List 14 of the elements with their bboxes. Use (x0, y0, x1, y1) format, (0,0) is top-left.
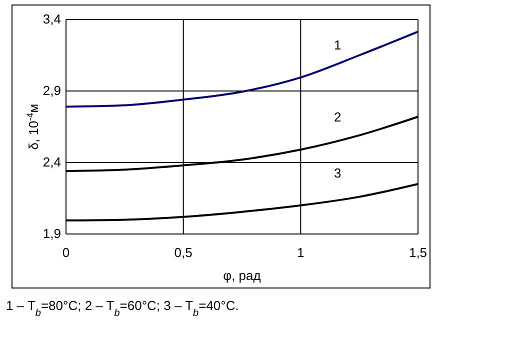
x-tick-label: 0,5 (174, 245, 192, 260)
x-tick-label: 1,5 (408, 245, 428, 260)
y-tick-label: 2,9 (42, 83, 61, 98)
series-label: 3 (334, 165, 342, 180)
x-tick-label: 0 (62, 245, 70, 260)
y-tick-label: 2,4 (42, 154, 61, 170)
y-tick-label: 3,4 (42, 12, 61, 27)
text: 1 – T$_{b}$=80°C; 2 – T$_{b}$=60°C; 3 – T$_{b}$=40°C. (6, 298, 239, 318)
series-label: 1 (334, 37, 342, 52)
x-axis-title: φ, рад (223, 268, 262, 283)
x-tick-label: 1 (297, 245, 304, 260)
y-tick-label: 1,9 (42, 226, 61, 242)
line-series (65, 30, 419, 108)
series-label: 2 (334, 110, 342, 125)
